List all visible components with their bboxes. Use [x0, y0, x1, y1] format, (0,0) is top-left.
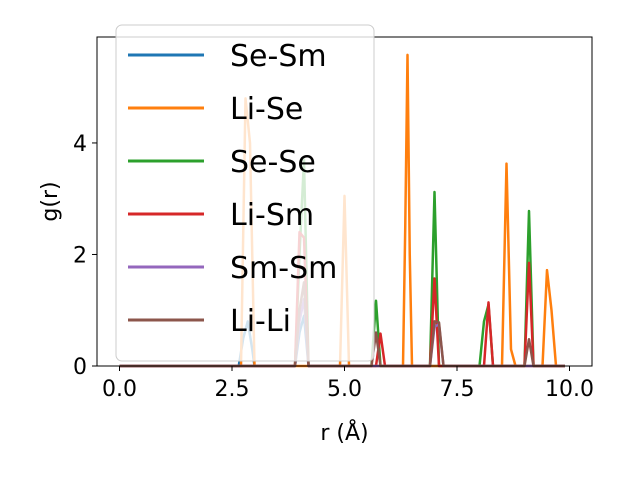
x-tick-label: 5.0: [327, 377, 362, 402]
x-axis-ticks: 0.0 2.5 5.0 7.5 10.0: [102, 366, 594, 402]
x-tick-label: 10.0: [545, 377, 594, 402]
y-tick-label: 2: [73, 243, 87, 268]
legend-label: Se-Sm: [230, 39, 327, 74]
legend: Se-Sm Li-Se Se-Se Li-Sm Sm-Sm Li-Li: [115, 24, 375, 362]
x-tick-label: 0.0: [102, 377, 137, 402]
y-axis-ticks: 0 2 4: [73, 132, 97, 380]
legend-label: Sm-Sm: [230, 251, 337, 286]
y-tick-label: 0: [73, 355, 87, 380]
legend-label: Li-Li: [230, 304, 291, 339]
y-axis-label: g(r): [38, 181, 63, 221]
x-tick-label: 7.5: [440, 377, 475, 402]
x-tick-label: 2.5: [215, 377, 250, 402]
legend-label: Li-Sm: [230, 198, 314, 233]
legend-label: Li-Se: [230, 92, 303, 127]
legend-label: Se-Se: [230, 145, 316, 180]
y-tick-label: 4: [73, 132, 87, 157]
x-axis-label: r (Å): [320, 419, 368, 446]
